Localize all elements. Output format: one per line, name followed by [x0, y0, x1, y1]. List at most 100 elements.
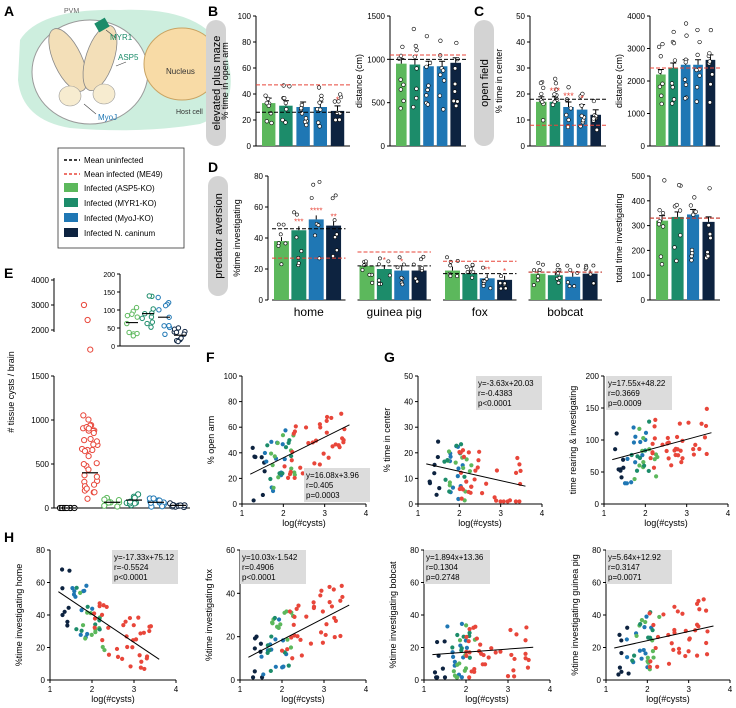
F-point: [306, 441, 311, 446]
H4-point: [676, 646, 682, 651]
C2-point: [695, 52, 700, 58]
G2-point: [669, 463, 674, 468]
H2-point: [281, 664, 286, 669]
H2-point: [259, 654, 264, 659]
H3-point: [526, 657, 531, 663]
H3-point: [467, 655, 472, 660]
F-point: [293, 424, 298, 429]
D2-point: [674, 202, 679, 208]
D1-bar: [411, 270, 427, 300]
C1-point: [552, 99, 557, 104]
B1-bar: [279, 105, 293, 146]
C2-point: [707, 51, 712, 56]
pill-pa-label: predator aversion: [213, 193, 225, 279]
G1-point: [460, 448, 466, 453]
F-point: [268, 476, 273, 482]
D2-ylabel: total time investigating: [614, 193, 624, 282]
C1-point: [579, 103, 584, 108]
E-point: [85, 452, 92, 460]
G1-point: [456, 466, 461, 471]
D1-point: [556, 280, 561, 285]
H1-point: [79, 608, 84, 613]
G1-xtick-label: 1: [416, 509, 421, 518]
D2-point: [660, 224, 666, 229]
H1-point: [114, 646, 120, 652]
H2-point: [340, 594, 345, 600]
C2-bar: [680, 64, 691, 146]
C2-point: [694, 85, 700, 90]
H1-point: [60, 586, 65, 591]
G2-point: [652, 457, 657, 462]
H4-point: [701, 597, 706, 602]
D1-point: [397, 255, 402, 260]
myr1-pointer: [105, 29, 117, 39]
E-point: [87, 435, 94, 443]
D1-group-label: bobcat: [547, 305, 584, 319]
H1-point: [136, 615, 141, 620]
D1-star: ***: [294, 217, 303, 226]
C2-point: [657, 84, 662, 89]
section-pill-of: open field: [474, 20, 494, 146]
B1-point: [337, 117, 342, 122]
H2-point: [292, 614, 297, 620]
H1-point: [84, 583, 89, 588]
B1-ytick-label: 60: [242, 64, 251, 73]
myoj-pointer: [83, 103, 97, 115]
G1-point: [437, 486, 442, 491]
G2-point: [653, 474, 659, 479]
legend-swatch-myoj: [64, 213, 78, 222]
G2-point: [633, 460, 638, 465]
C1-bar: [549, 101, 561, 146]
G2-point: [653, 417, 658, 422]
B1-point: [263, 93, 268, 98]
D1-ytick-label: 0: [259, 296, 264, 305]
E-point: [85, 425, 92, 432]
H1-xtick-label: 4: [174, 685, 179, 694]
H1-point: [80, 623, 86, 628]
C2-point: [697, 39, 702, 45]
C2-point: [683, 60, 688, 65]
H2-point: [258, 641, 264, 646]
H3-point: [459, 675, 464, 680]
nucleus-label: Nucleus: [166, 67, 195, 76]
H2-ytick-label: 0: [231, 676, 236, 685]
H4-point: [637, 648, 643, 653]
C2-point: [683, 21, 689, 26]
legend-label-me49: Mean infected (ME49): [84, 170, 163, 179]
F-ytick-label: 0: [233, 500, 238, 509]
F-point: [265, 443, 270, 448]
D2-ytick-label: 0: [641, 296, 646, 305]
C2-point: [670, 101, 675, 106]
H2-point: [250, 675, 256, 680]
C2-point: [710, 72, 715, 77]
B2-point: [414, 86, 419, 91]
H2-point: [252, 636, 258, 641]
D1-point: [498, 281, 503, 285]
H2-point: [294, 606, 299, 612]
D1-point: [484, 277, 489, 281]
H1-ytick-label: 40: [36, 611, 45, 620]
D1-point: [536, 274, 540, 279]
legend-swatch-myr1: [64, 198, 78, 207]
B2-point: [454, 40, 459, 46]
B2-point: [441, 68, 446, 73]
D1-bar: [565, 276, 581, 300]
G1-point: [492, 495, 497, 500]
B1-point: [280, 117, 285, 123]
F-point: [271, 485, 276, 490]
G2-point: [637, 455, 643, 461]
H1-point: [72, 589, 77, 594]
H2-point: [332, 634, 337, 640]
H3-point: [481, 652, 486, 658]
B2-point: [400, 44, 405, 49]
G1-point: [458, 442, 464, 447]
C2-point: [671, 41, 677, 46]
B2-point: [425, 87, 430, 93]
H1-point: [89, 632, 94, 637]
C1-point: [568, 106, 573, 111]
D1-point: [292, 210, 297, 215]
G1-point: [434, 492, 439, 497]
C1-ytick-label: 30: [516, 64, 525, 73]
G1-point: [498, 499, 503, 504]
G1-point: [473, 468, 478, 473]
